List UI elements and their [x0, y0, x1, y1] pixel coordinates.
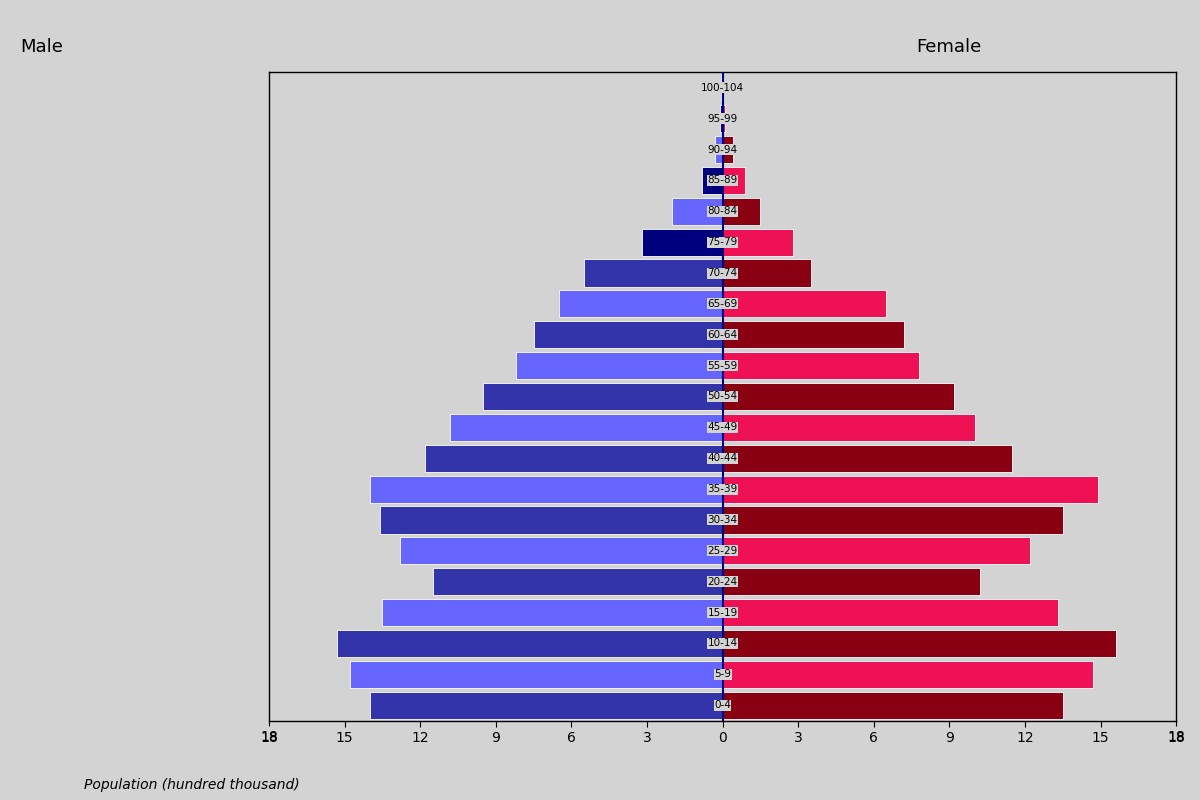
- Bar: [722, 383, 954, 410]
- Bar: [584, 259, 722, 286]
- Bar: [722, 290, 887, 318]
- Text: 0-4: 0-4: [714, 700, 731, 710]
- Bar: [722, 321, 904, 348]
- Bar: [722, 136, 733, 163]
- Text: 60-64: 60-64: [708, 330, 738, 340]
- Text: 25-29: 25-29: [708, 546, 738, 556]
- Bar: [722, 475, 1098, 502]
- Bar: [425, 445, 722, 472]
- Bar: [722, 538, 1030, 565]
- Text: 70-74: 70-74: [708, 268, 738, 278]
- Text: 65-69: 65-69: [708, 299, 738, 309]
- Bar: [722, 259, 811, 286]
- Text: 40-44: 40-44: [708, 454, 738, 463]
- Text: Female: Female: [917, 38, 982, 56]
- Text: 45-49: 45-49: [708, 422, 738, 432]
- Bar: [559, 290, 722, 318]
- Bar: [722, 445, 1013, 472]
- Bar: [433, 568, 722, 595]
- Bar: [715, 136, 722, 163]
- Bar: [722, 414, 974, 441]
- Text: 75-79: 75-79: [708, 237, 738, 247]
- Text: 18: 18: [260, 731, 278, 746]
- Bar: [380, 506, 722, 534]
- Text: 80-84: 80-84: [708, 206, 738, 216]
- Bar: [642, 229, 722, 256]
- Bar: [721, 74, 722, 102]
- Text: 30-34: 30-34: [708, 515, 738, 525]
- Text: 35-39: 35-39: [708, 484, 738, 494]
- Bar: [383, 599, 722, 626]
- Text: 18: 18: [1168, 731, 1186, 746]
- Text: 90-94: 90-94: [708, 145, 738, 154]
- Bar: [722, 352, 919, 379]
- Bar: [672, 198, 722, 225]
- Text: 100-104: 100-104: [701, 83, 744, 93]
- Text: 10-14: 10-14: [708, 638, 738, 649]
- Bar: [720, 105, 722, 132]
- Bar: [702, 167, 722, 194]
- Bar: [450, 414, 722, 441]
- Text: Male: Male: [20, 38, 64, 56]
- Bar: [722, 630, 1116, 657]
- Bar: [722, 105, 725, 132]
- Bar: [484, 383, 722, 410]
- Text: 15-19: 15-19: [708, 607, 738, 618]
- Bar: [722, 599, 1057, 626]
- Bar: [722, 229, 793, 256]
- Bar: [722, 691, 1063, 718]
- Text: 55-59: 55-59: [708, 361, 738, 370]
- Bar: [534, 321, 722, 348]
- Bar: [370, 475, 722, 502]
- Text: Population (hundred thousand): Population (hundred thousand): [84, 778, 300, 792]
- Text: 5-9: 5-9: [714, 670, 731, 679]
- Bar: [722, 198, 761, 225]
- Bar: [722, 568, 979, 595]
- Text: 50-54: 50-54: [708, 391, 738, 402]
- Bar: [400, 538, 722, 565]
- Bar: [337, 630, 722, 657]
- Bar: [722, 506, 1063, 534]
- Bar: [516, 352, 722, 379]
- Bar: [349, 661, 722, 688]
- Text: 20-24: 20-24: [708, 577, 738, 586]
- Bar: [370, 691, 722, 718]
- Bar: [722, 661, 1093, 688]
- Text: 85-89: 85-89: [708, 175, 738, 186]
- Text: 95-99: 95-99: [708, 114, 738, 124]
- Bar: [722, 167, 745, 194]
